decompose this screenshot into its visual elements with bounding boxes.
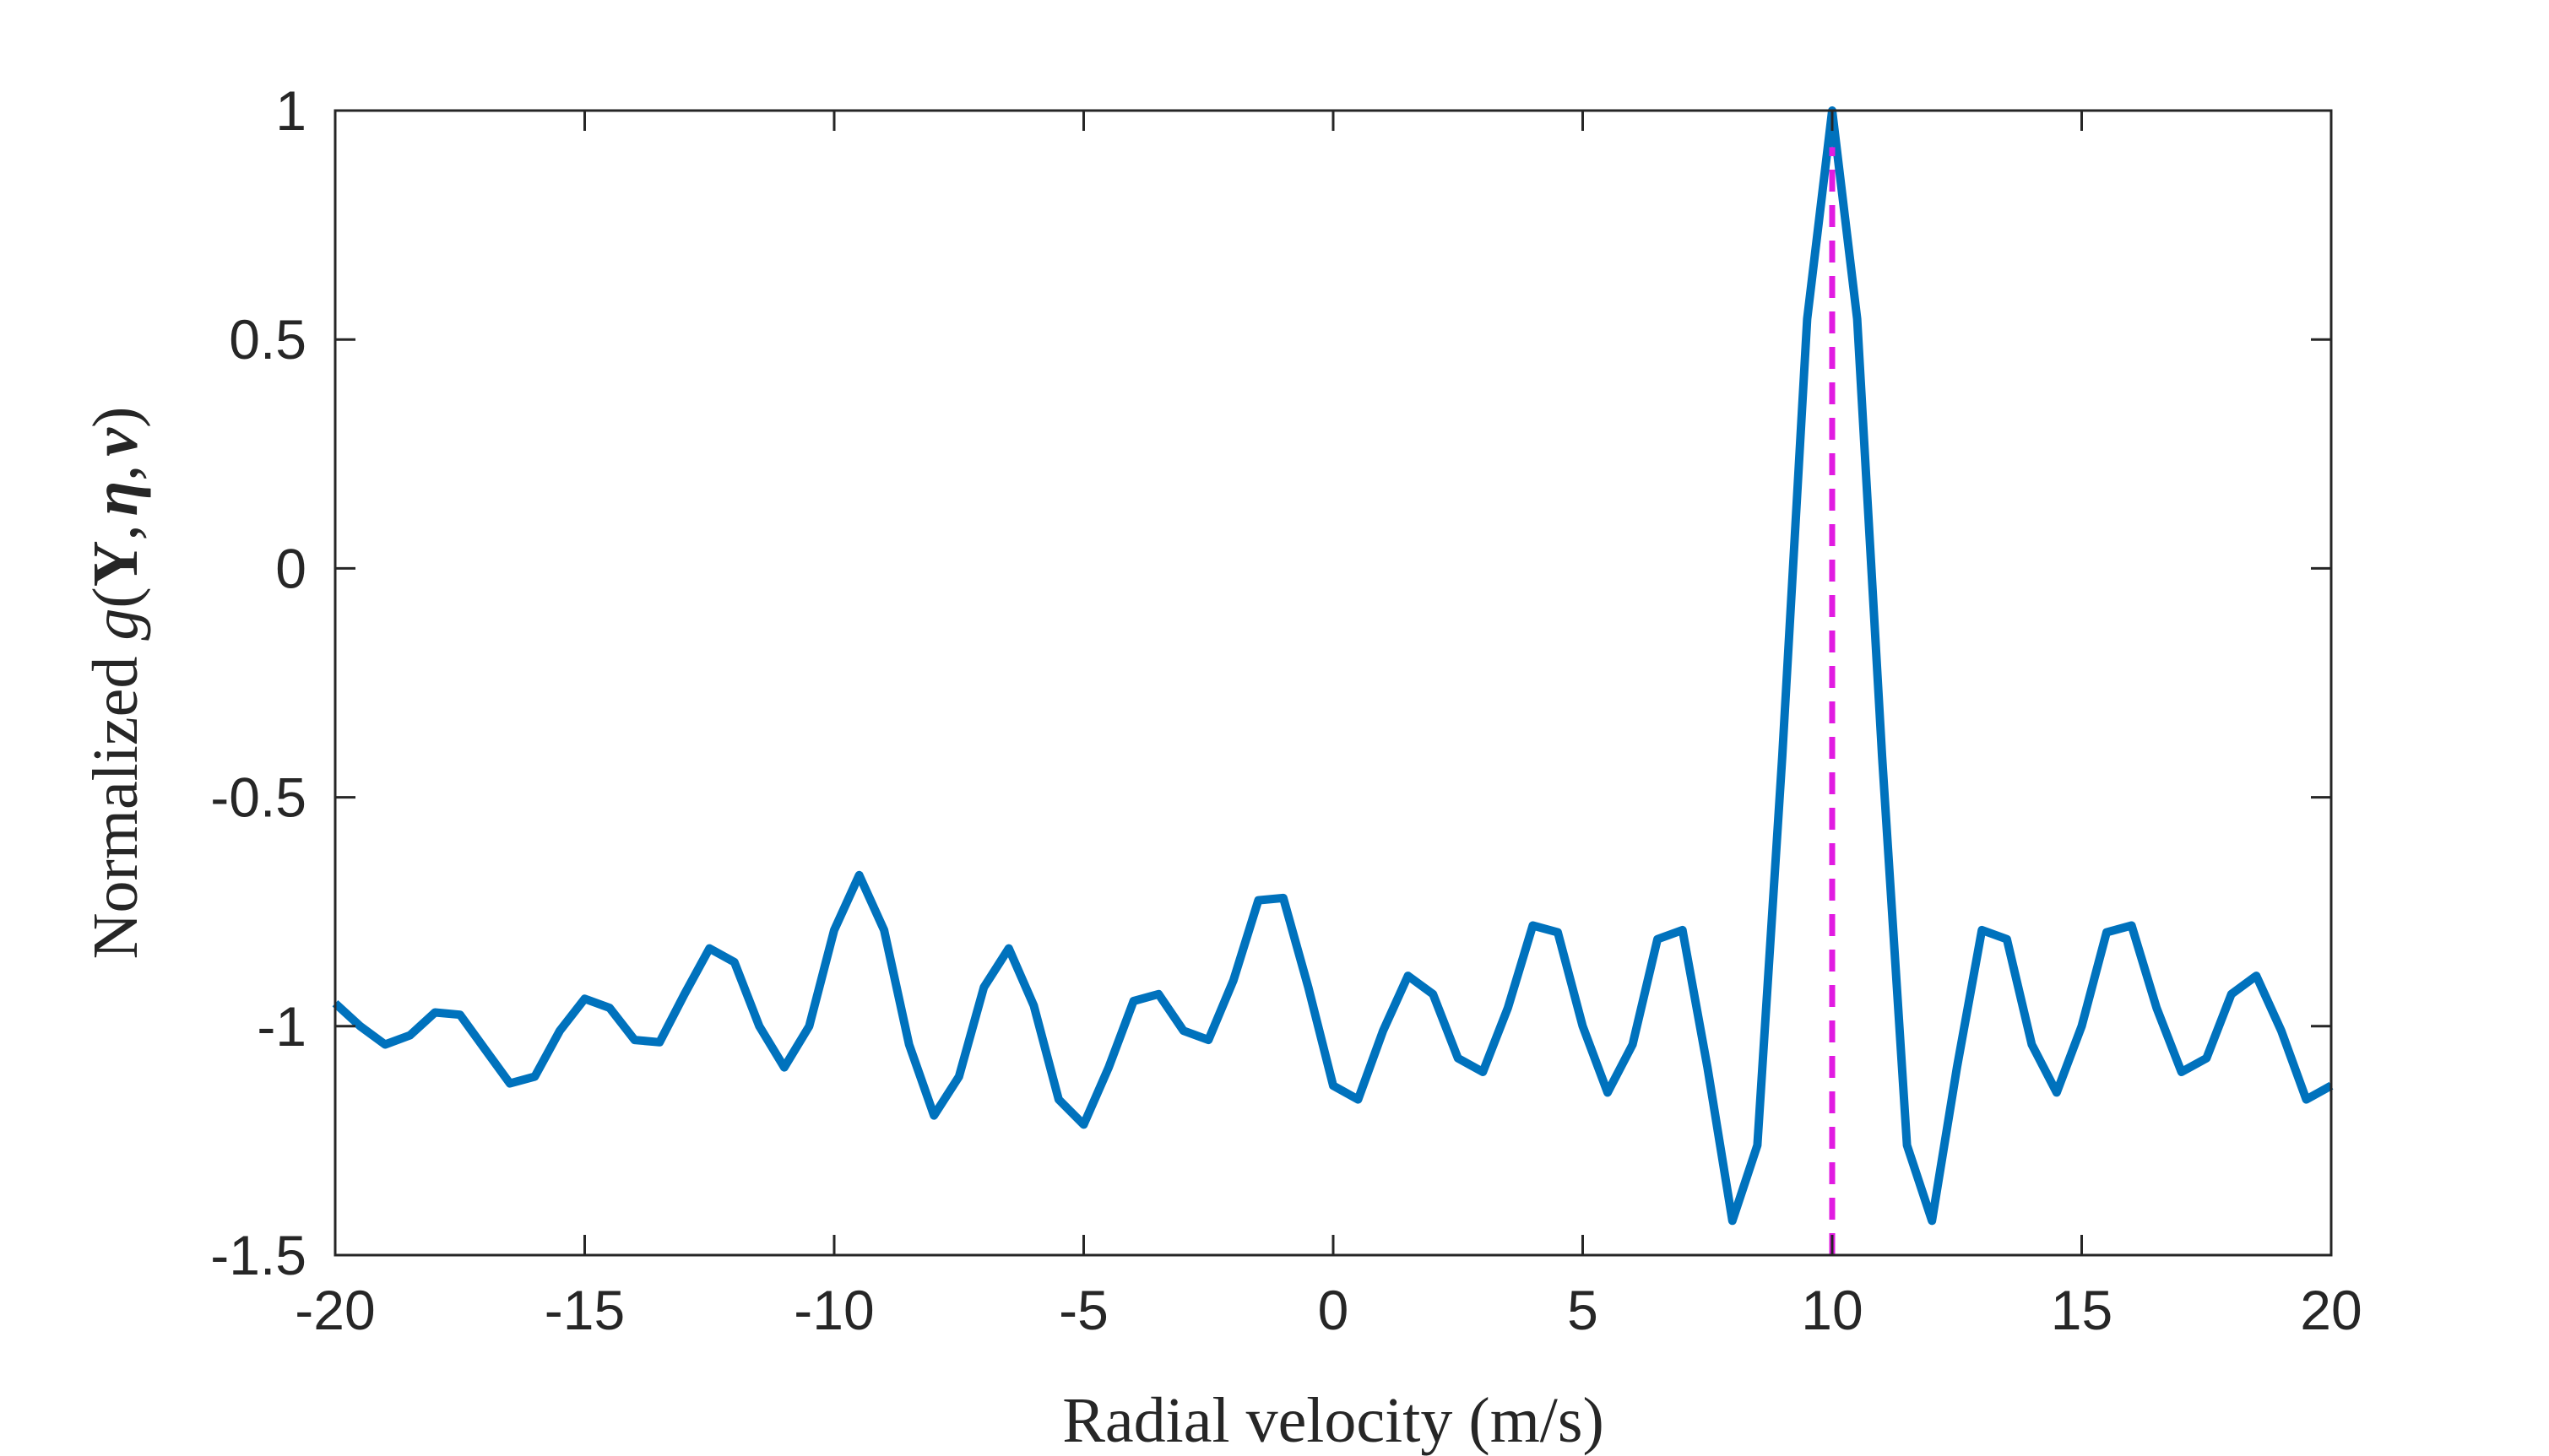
x-axis-title: Radial velocity (m/s)	[1062, 1385, 1604, 1456]
y-axis-title-sep2: ,	[80, 465, 151, 481]
y-axis-title: Normalized g(Y,η,v)	[80, 407, 151, 960]
y-tick-label: 1	[275, 79, 306, 142]
x-tick-label: 20	[2300, 1279, 2362, 1341]
y-tick-label: -0.5	[210, 766, 306, 829]
y-axis-title-arg2: η	[80, 481, 151, 517]
y-tick-label: 0.5	[229, 308, 306, 371]
y-axis-title-prefix: Normalized	[80, 641, 151, 960]
y-tick-label: 0	[275, 537, 306, 599]
y-tick-label: -1	[257, 995, 306, 1058]
y-axis-title-close: )	[80, 407, 151, 428]
x-tick-label: 5	[1567, 1279, 1598, 1341]
plot-area	[335, 111, 2331, 1255]
ticks-layer	[334, 109, 2333, 1257]
y-axis-title-arg1: Y	[80, 540, 151, 587]
x-tick-label: 15	[2051, 1279, 2112, 1341]
x-tick-label: -20	[295, 1279, 375, 1341]
x-tick-label: 10	[1801, 1279, 1863, 1341]
y-tick-labels: 1 0.5 0 -0.5 -1 -1.5	[210, 79, 306, 1286]
y-axis-title-arg3: v	[80, 427, 151, 457]
series-line	[332, 106, 2334, 1226]
series-0	[332, 106, 2334, 1226]
y-tick-label: -1.5	[210, 1224, 306, 1286]
x-tick-label: -10	[794, 1279, 874, 1341]
x-tick-label: 0	[1318, 1279, 1349, 1341]
y-axis-title-func: g	[80, 609, 151, 641]
x-tick-labels: -20 -15 -10 -5 0 5 10 15 20	[295, 1279, 2362, 1341]
series-layer	[332, 106, 2334, 1255]
x-tick-label: -15	[545, 1279, 625, 1341]
y-axis-title-sep1: ,	[80, 524, 151, 540]
y-axis-title-open: (	[80, 587, 151, 608]
x-tick-label: -5	[1059, 1279, 1109, 1341]
